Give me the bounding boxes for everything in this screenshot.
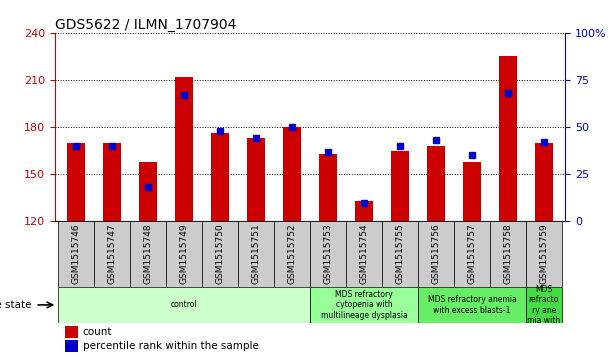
Text: percentile rank within the sample: percentile rank within the sample [83,341,258,351]
Text: GSM1515753: GSM1515753 [323,224,333,285]
Bar [175,77,193,221]
Bar [202,221,238,287]
Bar [58,221,94,287]
Text: GSM1515750: GSM1515750 [216,224,225,285]
Bar [454,221,490,287]
Bar [247,138,265,221]
Text: GSM1515748: GSM1515748 [143,224,153,285]
Bar [139,162,157,221]
Bar [274,221,310,287]
Text: MDS
refracto
ry ane
mia with: MDS refracto ry ane mia with [527,285,561,325]
Bar [463,162,481,221]
Text: GSM1515758: GSM1515758 [503,224,513,285]
Bar [526,287,562,323]
Text: MDS refractory
cytopenia with
multilineage dysplasia: MDS refractory cytopenia with multilinea… [320,290,407,320]
Text: GSM1515756: GSM1515756 [432,224,440,285]
Text: GSM1515747: GSM1515747 [108,224,117,285]
Bar [499,56,517,221]
Bar [535,143,553,221]
Bar [65,326,78,338]
Bar [490,221,526,287]
Text: GDS5622 / ILMN_1707904: GDS5622 / ILMN_1707904 [55,18,236,32]
Text: GSM1515757: GSM1515757 [468,224,477,285]
Bar [130,221,166,287]
Bar [310,221,346,287]
Bar [418,221,454,287]
Bar [526,221,562,287]
Text: GSM1515746: GSM1515746 [72,224,81,285]
Bar [355,201,373,221]
Text: GSM1515755: GSM1515755 [395,224,404,285]
Text: GSM1515749: GSM1515749 [180,224,188,285]
Bar [67,143,85,221]
Bar [382,221,418,287]
Bar [418,287,526,323]
Text: MDS refractory anemia
with excess blasts-1: MDS refractory anemia with excess blasts… [427,295,516,315]
Bar [391,151,409,221]
Bar [427,146,445,221]
Bar [346,221,382,287]
Text: GSM1515752: GSM1515752 [288,224,297,285]
Bar [103,143,121,221]
Bar [310,287,418,323]
Text: control: control [171,301,198,309]
Text: count: count [83,327,112,337]
Bar [319,154,337,221]
Bar [283,127,301,221]
Bar [58,287,310,323]
Text: GSM1515751: GSM1515751 [252,224,261,285]
Bar [94,221,130,287]
Bar [238,221,274,287]
Text: GSM1515759: GSM1515759 [539,224,548,285]
Text: GSM1515754: GSM1515754 [359,224,368,285]
Bar [211,133,229,221]
Text: disease state: disease state [0,300,32,310]
Bar [65,340,78,352]
Bar [166,221,202,287]
